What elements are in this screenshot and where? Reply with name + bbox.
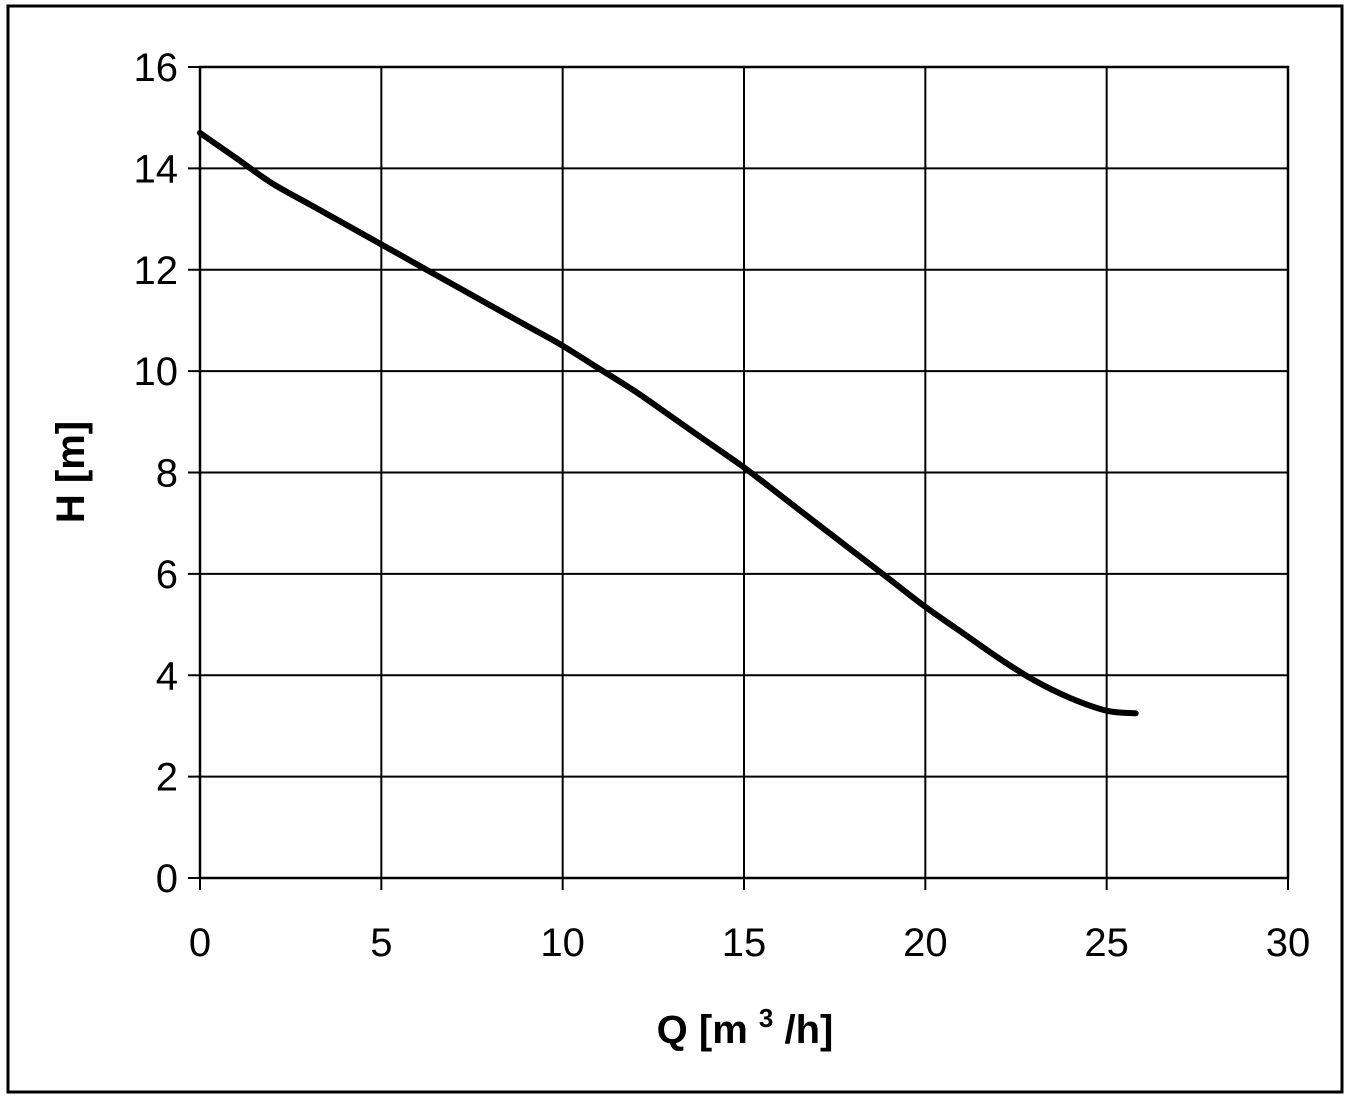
y-tick-label: 0 [156, 857, 178, 901]
x-axis-title: Q [m 3 /h] [657, 992, 834, 1052]
y-tick-label: 4 [156, 654, 178, 698]
x-tick-label: 30 [1266, 921, 1311, 965]
x-tick-label: 5 [370, 921, 392, 965]
x-axis-title-tail: /h] [784, 1008, 833, 1052]
tick-marks [188, 66, 1289, 890]
x-axis-tick-labels: 0 5 10 15 20 25 30 [189, 921, 1310, 965]
x-tick-label: 25 [1084, 921, 1129, 965]
x-tick-label: 15 [722, 921, 767, 965]
y-axis-tick-labels: 0 2 4 6 8 10 12 14 16 [134, 46, 179, 901]
x-tick-label: 0 [189, 921, 211, 965]
x-axis-title-superscript: 3 [759, 1003, 773, 1033]
x-tick-label: 20 [903, 921, 948, 965]
chart-outer-border [6, 4, 1344, 1094]
x-axis-title-main: Q [m [657, 1008, 748, 1052]
pump-curve-line [197, 129, 1139, 717]
y-tick-label: 16 [134, 46, 179, 90]
y-tick-label: 14 [134, 147, 179, 191]
series-group [197, 129, 1139, 717]
plot-area-border [198, 65, 1290, 880]
y-tick-label: 12 [134, 249, 179, 293]
y-tick-label: 10 [134, 350, 179, 394]
x-tick-label: 10 [540, 921, 585, 965]
y-tick-label: 6 [156, 553, 178, 597]
y-tick-label: 2 [156, 756, 178, 800]
y-axis-title: H [m] [49, 421, 93, 523]
y-tick-label: 8 [156, 452, 178, 496]
